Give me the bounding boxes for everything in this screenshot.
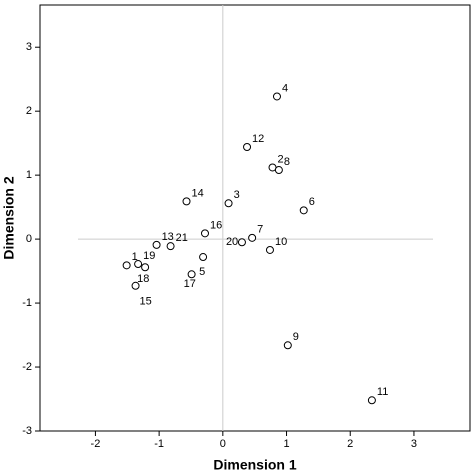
y-tick-label: 2 [26, 105, 32, 117]
point-label: 21 [176, 232, 188, 244]
x-tick-label: 0 [220, 438, 226, 450]
point [248, 233, 257, 242]
point [272, 92, 281, 101]
point [134, 260, 143, 269]
point-label: 11 [377, 386, 388, 398]
point-label: 14 [192, 187, 204, 199]
point [182, 197, 191, 206]
point-label: 6 [309, 196, 315, 208]
point-label: 16 [210, 219, 222, 231]
point-label: 19 [143, 250, 155, 262]
x-tick-label: 2 [347, 438, 353, 450]
y-tick-label: 3 [26, 41, 32, 53]
point [274, 166, 283, 175]
point-label: 18 [137, 273, 149, 285]
point-label: 13 [162, 231, 174, 243]
point-label: 20 [226, 236, 238, 248]
point-label: 17 [184, 278, 196, 290]
point [187, 270, 196, 279]
y-tick-label: -3 [22, 425, 32, 437]
x-tick-label: 1 [283, 438, 289, 450]
y-axis-title: Dimension 2 [1, 176, 17, 259]
y-tick-label: -2 [22, 361, 32, 373]
y-tick-label: 1 [26, 169, 32, 181]
point-label: 12 [252, 133, 264, 145]
x-tick-label: 3 [411, 438, 417, 450]
point [265, 245, 274, 254]
point [200, 229, 209, 238]
point [283, 341, 292, 350]
point [199, 253, 208, 262]
point-label: 2 [278, 153, 284, 165]
x-tick-label: -1 [154, 438, 164, 450]
point [237, 238, 246, 247]
point-label: 8 [284, 156, 290, 168]
point-label: 7 [257, 224, 263, 236]
plot-frame [39, 4, 471, 432]
y-tick-label: 0 [26, 233, 32, 245]
point-label: 3 [234, 189, 240, 201]
point [166, 242, 175, 251]
point-label: 1 [132, 251, 138, 263]
point [131, 281, 140, 290]
point-label: 10 [275, 236, 287, 248]
y-tick-label: -1 [22, 297, 32, 309]
point [299, 206, 308, 215]
point-label: 15 [140, 296, 152, 308]
point [224, 199, 233, 208]
point-label: 4 [282, 82, 288, 94]
point-label: 9 [293, 331, 299, 343]
x-tick-label: -2 [91, 438, 101, 450]
x-axis-title: Dimension 1 [213, 457, 296, 473]
point-label: 5 [199, 266, 205, 278]
point [243, 143, 252, 151]
point [367, 396, 376, 405]
point [122, 261, 131, 270]
point [141, 263, 150, 272]
point [152, 240, 161, 249]
